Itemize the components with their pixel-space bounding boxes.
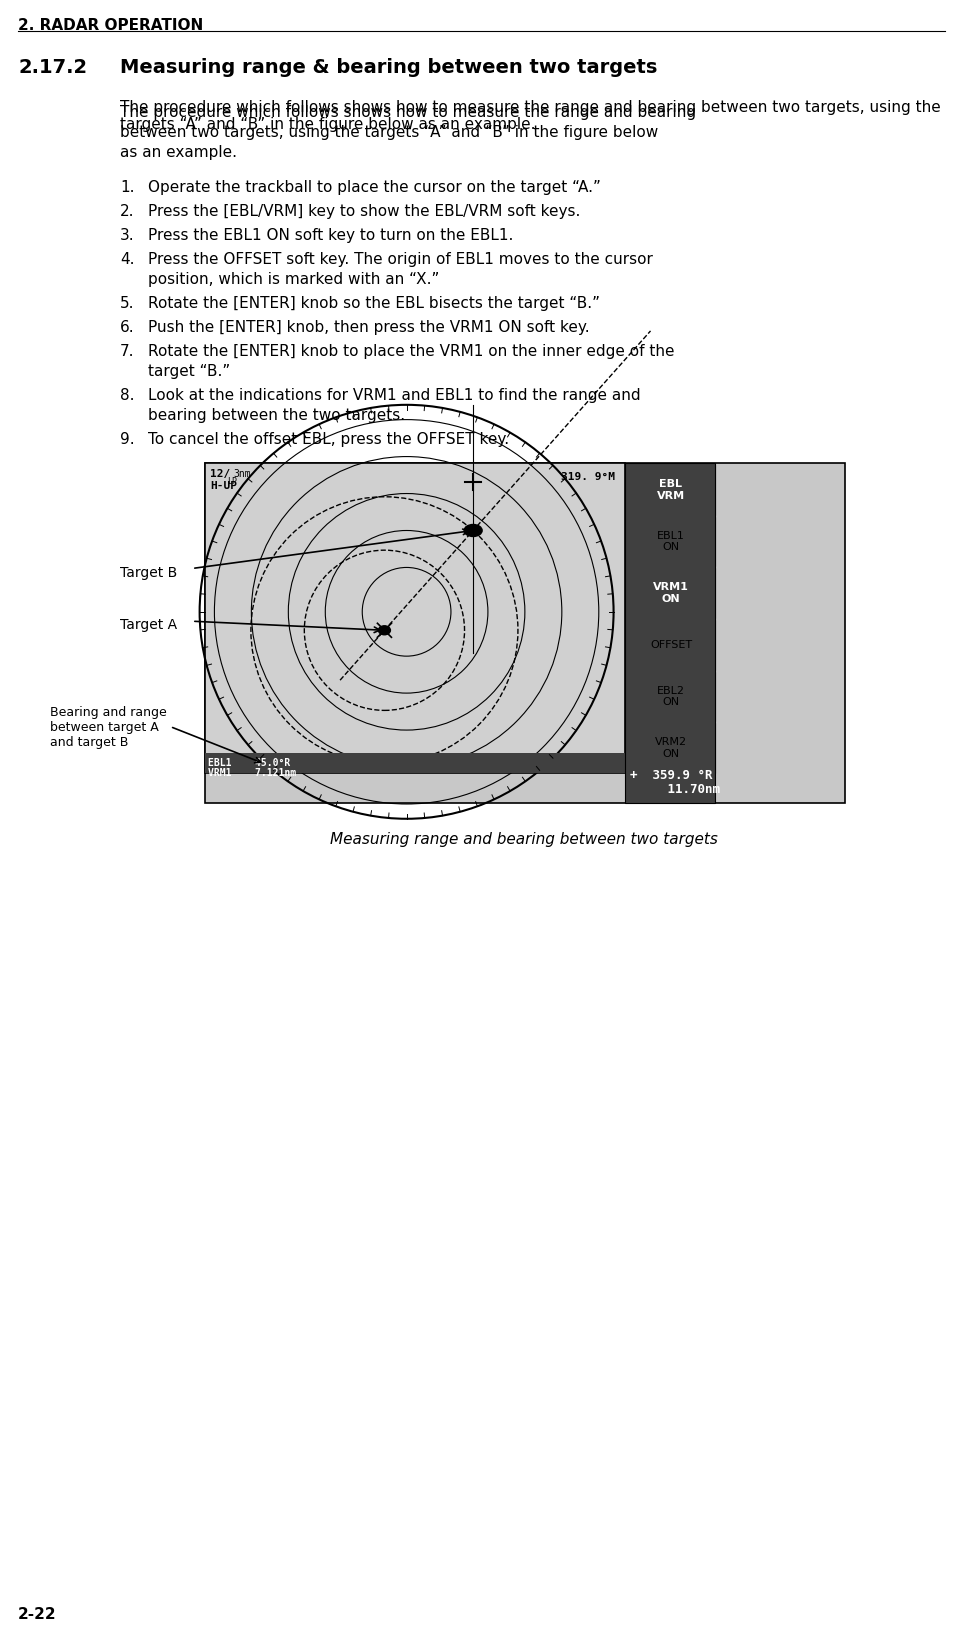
Bar [205,463,625,774]
Text: 3nm: 3nm [233,468,250,478]
Text: EBL
VRM: EBL VRM [657,478,685,501]
Text: Press the OFFSET soft key. The origin of EBL1 moves to the cursor: Press the OFFSET soft key. The origin of… [148,251,653,268]
Text: H-UP: H-UP [210,481,237,491]
Bar [625,463,715,803]
Text: Push the [ENTER] knob, then press the VRM1 ON soft key.: Push the [ENTER] knob, then press the VR… [148,320,589,335]
Text: EBL1
ON: EBL1 ON [657,530,685,552]
Bar [627,570,715,619]
Text: Measuring range & bearing between two targets: Measuring range & bearing between two ta… [120,59,658,77]
Ellipse shape [378,627,390,635]
Text: 2. RADAR OPERATION: 2. RADAR OPERATION [18,18,203,33]
Text: VRM1
ON: VRM1 ON [653,583,689,604]
Text: target “B.”: target “B.” [148,364,230,379]
Bar [205,463,845,803]
Bar [627,725,715,774]
Text: VRM1    7.121nm: VRM1 7.121nm [208,767,297,777]
Text: 6.: 6. [120,320,135,335]
Text: Look at the indications for VRM1 and EBL1 to find the range and: Look at the indications for VRM1 and EBL… [148,388,640,403]
Text: Press the [EBL/VRM] key to show the EBL/VRM soft keys.: Press the [EBL/VRM] key to show the EBL/… [148,204,581,219]
Text: 4.: 4. [120,251,135,268]
Text: 7.: 7. [120,344,135,359]
Text: OFFSET: OFFSET [650,640,692,650]
Text: between two targets, using the targets “A” and “B” in the figure below: between two targets, using the targets “… [120,126,659,140]
Bar [627,465,715,516]
Text: Bearing and range
between target A
and target B: Bearing and range between target A and t… [50,705,167,749]
Text: Operate the trackball to place the cursor on the target “A.”: Operate the trackball to place the curso… [148,180,601,194]
Text: The procedure which follows shows how to measure the range and bearing: The procedure which follows shows how to… [120,104,696,119]
Bar [627,672,715,721]
Text: 5.: 5. [120,295,135,310]
Text: as an example.: as an example. [120,145,237,160]
Ellipse shape [464,526,482,537]
Text: bearing between the two targets.: bearing between the two targets. [148,408,405,423]
Text: Measuring range and bearing between two targets: Measuring range and bearing between two … [330,831,718,847]
Text: LP: LP [227,477,237,486]
Bar [627,620,715,671]
Text: Rotate the [ENTER] knob to place the VRM1 on the inner edge of the: Rotate the [ENTER] knob to place the VRM… [148,344,674,359]
Bar [627,517,715,566]
Text: 12/: 12/ [210,468,230,478]
Text: Press the EBL1 ON soft key to turn on the EBL1.: Press the EBL1 ON soft key to turn on th… [148,228,513,243]
Text: Target B: Target B [120,565,177,579]
Text: VRM2
ON: VRM2 ON [655,738,687,759]
Text: 2-22: 2-22 [18,1606,57,1621]
Text: 2.: 2. [120,204,135,219]
Text: EBL2
ON: EBL2 ON [657,685,685,707]
Text: EBL1    45.0°R: EBL1 45.0°R [208,757,290,767]
Text: 3.: 3. [120,228,135,243]
Text: 319. 9°M: 319. 9°M [561,472,615,481]
Text: 1.: 1. [120,180,135,194]
Text: To cancel the offset EBL, press the OFFSET key.: To cancel the offset EBL, press the OFFS… [148,432,509,447]
Text: position, which is marked with an “X.”: position, which is marked with an “X.” [148,273,439,287]
Text: The procedure which follows shows how to measure the range and bearing between t: The procedure which follows shows how to… [120,100,941,132]
Text: 8.: 8. [120,388,135,403]
Text: Rotate the [ENTER] knob so the EBL bisects the target “B.”: Rotate the [ENTER] knob so the EBL bisec… [148,295,600,310]
Text: Target A: Target A [120,619,177,632]
Text: 2.17.2: 2.17.2 [18,59,87,77]
Bar [205,754,625,774]
Text: 11.70nm: 11.70nm [630,782,720,795]
Text: 9.: 9. [120,432,135,447]
Text: +  359.9 °R: + 359.9 °R [630,769,713,782]
